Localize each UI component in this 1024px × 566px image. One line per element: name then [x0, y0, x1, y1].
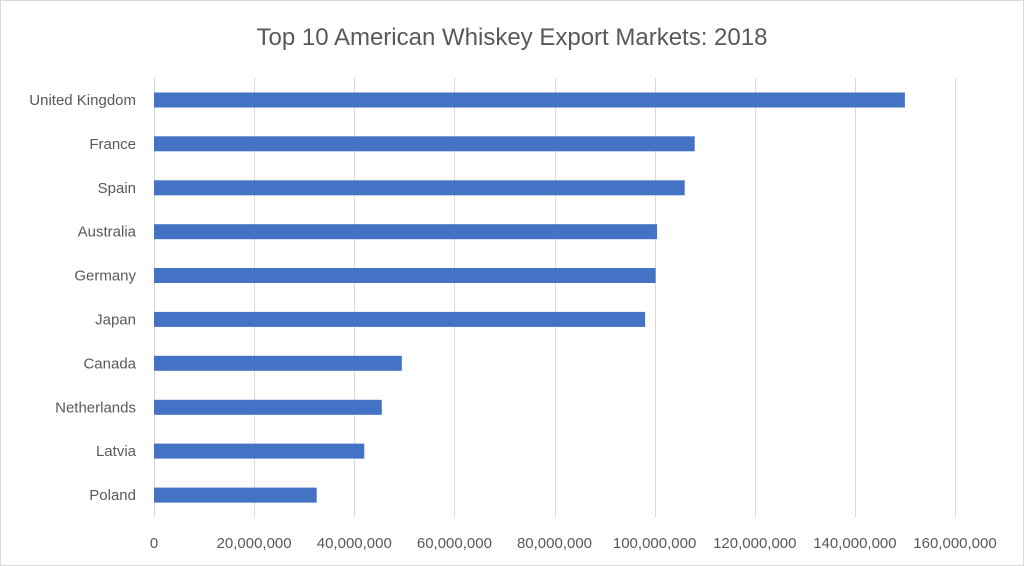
x-tick-label: 40,000,000	[317, 535, 392, 552]
category-labels: United Kingdom France Spain Australia German…	[29, 92, 136, 504]
x-tick-label: 160,000,000	[913, 535, 996, 552]
bar	[154, 487, 317, 503]
category-label: Canada	[83, 355, 136, 372]
category-label: Poland	[89, 487, 136, 504]
bar	[154, 311, 646, 327]
category-label: United Kingdom	[29, 92, 136, 109]
category-label: France	[89, 136, 136, 153]
x-tick-label: 100,000,000	[613, 535, 696, 552]
x-tick-label: 140,000,000	[813, 535, 896, 552]
x-tick-label: 60,000,000	[417, 535, 492, 552]
category-label: Netherlands	[55, 399, 136, 416]
category-label: Spain	[98, 180, 136, 197]
bar	[154, 355, 402, 371]
bar	[154, 399, 382, 415]
x-tick-label: 0	[150, 535, 158, 552]
bar	[154, 224, 658, 240]
category-label: Germany	[74, 268, 136, 285]
category-label: Japan	[95, 311, 136, 328]
x-tick-label: 20,000,000	[217, 535, 292, 552]
category-label: Latvia	[96, 443, 137, 460]
bars	[154, 92, 905, 503]
bar	[154, 136, 695, 152]
category-label: Australia	[78, 224, 137, 241]
x-axis-tick-labels: 0 20,000,000 40,000,000 60,000,000 80,000,00…	[150, 535, 997, 552]
chart-title: Top 10 American Whiskey Export Markets: …	[257, 24, 768, 51]
x-tick-label: 120,000,000	[713, 535, 796, 552]
bar	[154, 268, 656, 283]
bar	[154, 180, 685, 196]
bar	[154, 92, 905, 108]
x-tick-label: 80,000,000	[517, 535, 592, 552]
bar	[154, 443, 365, 459]
